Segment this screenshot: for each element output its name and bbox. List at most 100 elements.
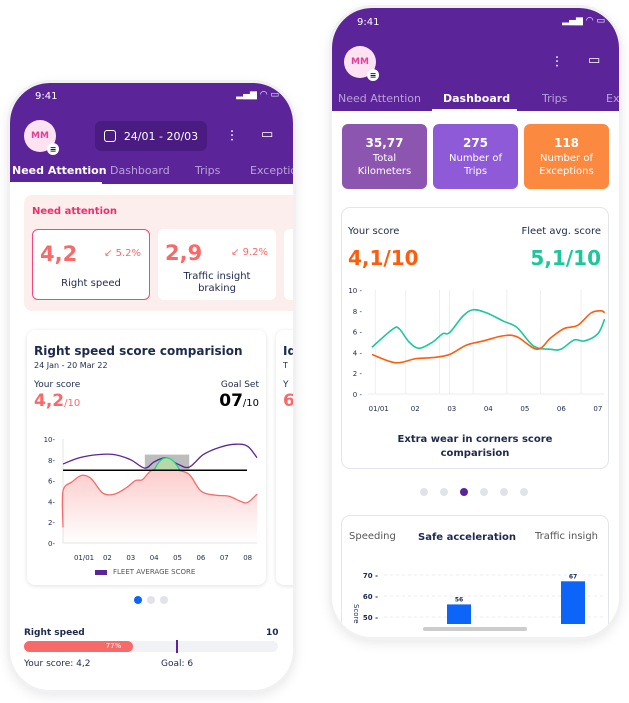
x-tick-label: 05 xyxy=(520,405,529,413)
bar-tab-safe-acceleration[interactable]: Safe acceleration xyxy=(418,532,517,543)
date-range-picker[interactable]: 24/01 - 20/03 xyxy=(95,121,207,151)
avatar[interactable]: MM ≡ xyxy=(24,120,59,155)
tab-need-attention[interactable]: Need Attention xyxy=(12,164,107,177)
peek-title: Id xyxy=(283,344,293,358)
fleet-score-label: Fleet avg. score xyxy=(521,226,601,237)
tab-underline xyxy=(10,182,102,184)
filter-sliders-icon[interactable]: ⫶ xyxy=(230,127,234,145)
y-tick-label: 10 - xyxy=(348,287,362,295)
legend-swatch xyxy=(95,570,107,575)
bar xyxy=(447,604,471,624)
score-comparison-card: Your score 4,1/10 Fleet avg. score 5,1/1… xyxy=(342,208,608,468)
your-score-suffix: /10 xyxy=(64,398,81,409)
attention-change: ↙ 9.2% xyxy=(231,247,268,258)
menu-icon: ≡ xyxy=(367,69,379,81)
x-tick-label: 01/01 xyxy=(74,554,94,562)
stat-tile[interactable]: 275 Number of Trips xyxy=(433,124,518,189)
bar-chart-card: Speeding Safe acceleration Traffic insig… xyxy=(342,516,608,637)
stat-label: Total Kilometers xyxy=(357,153,412,177)
goal-value: 07/10 xyxy=(219,391,259,411)
legend-label: FLEET AVERAGE SCORE xyxy=(113,568,196,576)
x-tick-label: 04 xyxy=(150,554,159,562)
your-score-number: 4,2 xyxy=(34,391,65,411)
progress-bar: 77% xyxy=(24,640,278,653)
attention-card-traffic-braking[interactable]: 2,9 ↙ 9.2% Traffic insight braking xyxy=(158,229,276,300)
attention-value: 4,2 xyxy=(40,242,78,266)
avatar-initials: MM xyxy=(351,57,369,67)
stat-value: 275 xyxy=(462,136,489,150)
chart-caption: Extra wear in corners score comparision xyxy=(397,434,553,459)
chat-icon[interactable]: ▭ xyxy=(261,127,274,142)
bar-value-label: 56 xyxy=(455,596,463,603)
bar-tab-traffic-insight[interactable]: Traffic insigh xyxy=(535,531,599,542)
pager-dot[interactable] xyxy=(147,596,155,604)
attention-label: Traffic insight braking xyxy=(183,271,251,294)
pager-dot[interactable] xyxy=(134,596,142,604)
goal-text: Goal: 6 xyxy=(161,659,194,669)
progress-max: 10 xyxy=(266,628,279,638)
right-speed-line-chart: 0- 2- 4- 6- 8- 10- 01/01 02 03 04 05 06 07 08 xyxy=(44,436,258,562)
y-tick-label: 8 - xyxy=(353,308,363,316)
x-tick-label: 03 xyxy=(447,405,456,413)
chart-card-date: 24 Jan - 20 Mar 22 xyxy=(34,361,108,370)
avatar[interactable]: MM ≡ xyxy=(344,46,379,81)
pager-dot[interactable] xyxy=(520,488,528,496)
y-axis-label: Score xyxy=(352,604,360,624)
pager-dot[interactable] xyxy=(420,488,428,496)
tab-trips[interactable]: Trips xyxy=(542,92,568,105)
pager-dot[interactable] xyxy=(160,596,168,604)
attention-card-peek[interactable] xyxy=(284,229,293,300)
status-time: 9:41 xyxy=(35,91,58,102)
attention-change-text: 9.2% xyxy=(242,247,268,258)
x-tick-label: 08 xyxy=(243,554,252,562)
your-score-label: Your score xyxy=(348,226,400,237)
status-time: 9:41 xyxy=(357,17,380,28)
y-tick-label: 6- xyxy=(48,478,55,486)
y-tick-label: 4- xyxy=(48,498,55,506)
your-score-label: Your score xyxy=(34,380,81,390)
attention-card-right-speed[interactable]: 4,2 ↙ 5.2% Right speed xyxy=(32,229,150,300)
chart-card-title: Right speed score comparision xyxy=(34,344,243,358)
tab-trips[interactable]: Trips xyxy=(195,164,221,177)
x-tick-label: 06 xyxy=(196,554,205,562)
tab-underline xyxy=(432,109,517,111)
goal-marker xyxy=(176,640,179,653)
peek-sub: T xyxy=(283,361,288,370)
y-tick-label: 6 - xyxy=(353,329,363,337)
chat-icon[interactable]: ▭ xyxy=(588,53,601,68)
tab-exceptions[interactable]: Exceptions xyxy=(250,164,293,177)
progress-label: Right speed xyxy=(24,628,85,638)
peek-value: 6 xyxy=(283,391,293,411)
progress-percent: 77% xyxy=(105,642,122,650)
progress-fill: 77% xyxy=(24,641,134,652)
y-tick-label: 4 - xyxy=(353,349,363,357)
need-attention-title: Need attention xyxy=(32,206,117,217)
need-attention-panel: Need attention 4,2 ↙ 5.2% Right speed 2,… xyxy=(24,195,293,311)
pager-dot[interactable] xyxy=(440,488,448,496)
stat-tile[interactable]: 35,77 Total Kilometers xyxy=(342,124,427,189)
filter-sliders-icon[interactable]: ⫶ xyxy=(555,53,559,71)
peek-label: Y xyxy=(283,380,289,390)
y-tick-label: 8- xyxy=(48,457,55,465)
home-indicator[interactable] xyxy=(423,627,527,631)
x-tick-label: 05 xyxy=(173,554,182,562)
tab-need-attention[interactable]: Need Attention xyxy=(338,92,422,105)
y-tick-label: 0- xyxy=(48,540,55,548)
pager-dot[interactable] xyxy=(500,488,508,496)
tab-exceptions[interactable]: Exceptions xyxy=(606,92,619,105)
x-tick-label: 02 xyxy=(411,405,420,413)
next-chart-card-peek[interactable]: Id T Y 6 xyxy=(276,330,293,585)
tab-dashboard[interactable]: Dashboard xyxy=(443,92,511,105)
y-tick-label: 2 - xyxy=(353,370,363,378)
your-score-area xyxy=(62,468,258,543)
stat-tile[interactable]: 118 Number of Exceptions xyxy=(524,124,609,189)
bar-tab-speeding[interactable]: Speeding xyxy=(349,531,396,542)
left-header: 9:41 ▂▄▆ ◠ ▭ MM ≡ 24/01 - 20/03 ⫶ ▭ Need … xyxy=(10,83,293,184)
menu-icon: ≡ xyxy=(47,143,59,155)
goal-number: 07 xyxy=(219,391,243,411)
pager-dot[interactable] xyxy=(480,488,488,496)
bar xyxy=(561,581,585,624)
tab-dashboard[interactable]: Dashboard xyxy=(110,164,170,177)
pager-dot[interactable] xyxy=(460,488,468,496)
chart-card: Right speed score comparision 24 Jan - 2… xyxy=(27,330,266,585)
